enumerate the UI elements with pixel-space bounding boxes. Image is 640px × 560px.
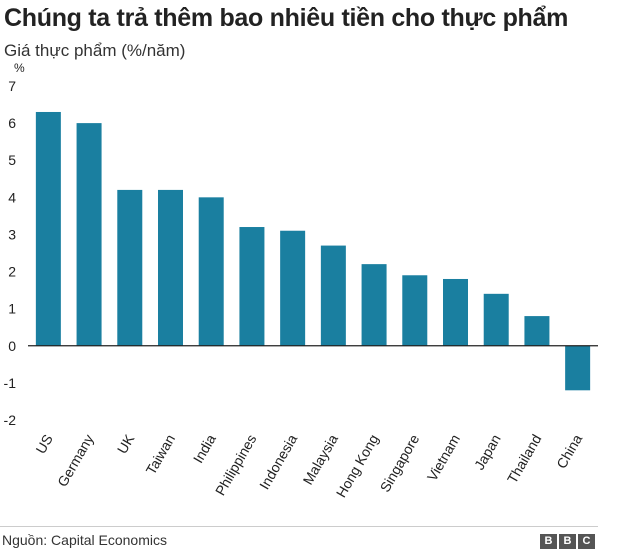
bar-china	[565, 345, 591, 391]
x-tick-label: Philippines	[212, 432, 260, 499]
logo-letter-b1: B	[540, 534, 557, 549]
source-name: Capital Economics	[51, 532, 167, 548]
bar-taiwan	[158, 189, 183, 346]
bar-japan	[483, 293, 509, 346]
bar-uk	[117, 189, 143, 346]
y-tick-label: 2	[8, 264, 16, 280]
x-tick-label: Malaysia	[299, 431, 341, 487]
x-tick-label: US	[32, 432, 56, 457]
bbc-logo: B B C	[540, 534, 595, 549]
y-tick-label: 1	[8, 301, 16, 317]
x-tick-label: Taiwan	[142, 432, 178, 478]
bar-malaysia	[320, 245, 346, 346]
x-tick-label: China	[553, 431, 585, 471]
y-tick-label: 0	[8, 338, 16, 354]
y-tick-label: -2	[4, 412, 17, 428]
y-tick-label: 4	[8, 189, 16, 205]
bar-us	[35, 111, 61, 346]
bar-singapore	[402, 275, 428, 346]
bar-india	[198, 197, 224, 346]
chart-title: Chúng ta trả thêm bao nhiêu tiền cho thự…	[4, 4, 569, 32]
y-tick-label: -1	[4, 375, 17, 391]
bar-vietnam	[443, 278, 468, 346]
chart-subtitle: Giá thực phẩm (%/năm)	[4, 41, 186, 60]
x-tick-label: Japan	[471, 432, 504, 473]
source-label: Nguồn:	[2, 532, 48, 548]
bar-germany	[76, 123, 102, 346]
y-tick-label: 5	[8, 152, 16, 168]
bar-indonesia	[280, 230, 306, 346]
y-tick-label: 7	[8, 78, 16, 94]
y-tick-label: 3	[8, 226, 16, 242]
x-tick-label: Hong Kong	[333, 432, 382, 501]
source-note: Nguồn: Capital Economics	[2, 532, 167, 548]
x-tick-label: Vietnam	[424, 432, 463, 484]
y-tick-label: 6	[8, 115, 16, 131]
x-tick-label: Germany	[54, 432, 97, 490]
y-axis-unit-label: %	[14, 61, 25, 75]
footer-divider	[0, 526, 598, 527]
bar-hong-kong	[361, 264, 387, 346]
x-tick-label: Indonesia	[256, 431, 300, 492]
x-tick-label: Thailand	[504, 432, 545, 487]
bar-thailand	[524, 316, 550, 346]
logo-letter-c: C	[578, 534, 595, 549]
x-tick-label: UK	[114, 431, 138, 456]
logo-letter-b2: B	[559, 534, 576, 549]
x-tick-label: Singapore	[377, 431, 423, 494]
bar-philippines	[239, 227, 265, 346]
x-tick-label: India	[190, 431, 219, 465]
